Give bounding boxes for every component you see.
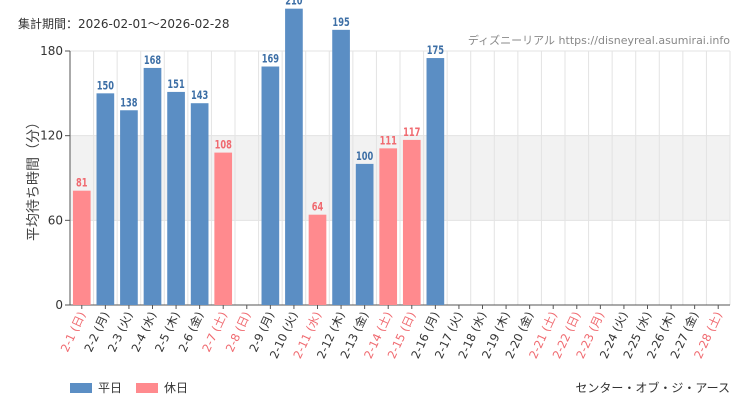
bar bbox=[167, 91, 185, 305]
source-credit: ディズニーリアル https://disneyreal.asumirai.inf… bbox=[467, 34, 730, 47]
bar bbox=[143, 67, 162, 305]
attraction-name: センター・オブ・ジ・アース bbox=[575, 381, 730, 395]
y-tick-label: 120 bbox=[40, 129, 63, 143]
bar-value-label: 169 bbox=[262, 53, 279, 66]
bar bbox=[120, 110, 138, 306]
bar bbox=[332, 29, 350, 305]
bar bbox=[261, 66, 280, 306]
bar-value-label: 210 bbox=[285, 0, 303, 8]
y-axis-title: 平均待ち時間（分） bbox=[26, 115, 42, 241]
bar-value-label: 64 bbox=[312, 201, 324, 214]
bar bbox=[214, 152, 233, 305]
bar-value-label: 100 bbox=[356, 150, 374, 163]
legend: 平日 休日 bbox=[70, 379, 188, 396]
legend-swatch-holiday bbox=[136, 382, 159, 393]
bar-value-label: 195 bbox=[332, 16, 349, 29]
period-label: 集計期間：2026-02-01～2026-02-28 bbox=[18, 17, 230, 31]
bar bbox=[72, 190, 91, 305]
legend-item-holiday[interactable]: 休日 bbox=[136, 379, 188, 396]
y-tick-label: 0 bbox=[55, 298, 63, 312]
bar-value-label: 81 bbox=[76, 177, 88, 190]
y-tick-label: 180 bbox=[40, 44, 63, 58]
bar-value-label: 138 bbox=[120, 96, 137, 109]
legend-item-weekday[interactable]: 平日 bbox=[70, 379, 122, 396]
bar bbox=[379, 148, 398, 305]
legend-label-holiday: 休日 bbox=[164, 381, 189, 395]
bar-value-label: 111 bbox=[380, 134, 397, 147]
bar bbox=[190, 103, 209, 305]
bar-value-label: 143 bbox=[191, 89, 208, 102]
bar bbox=[285, 8, 303, 306]
legend-label-weekday: 平日 bbox=[98, 381, 123, 395]
legend-swatch-weekday bbox=[70, 382, 92, 393]
bar-value-label: 175 bbox=[427, 44, 444, 57]
bar bbox=[308, 214, 327, 305]
bar bbox=[402, 139, 421, 305]
bar-value-label: 168 bbox=[144, 54, 161, 67]
bar bbox=[426, 58, 445, 305]
bar-value-label: 150 bbox=[97, 79, 115, 92]
bar bbox=[96, 93, 115, 305]
y-tick-label: 60 bbox=[48, 213, 63, 227]
bar bbox=[355, 163, 374, 305]
bar-value-label: 108 bbox=[215, 139, 232, 152]
bar-value-label: 117 bbox=[403, 126, 420, 139]
bar-value-label: 151 bbox=[167, 78, 184, 91]
